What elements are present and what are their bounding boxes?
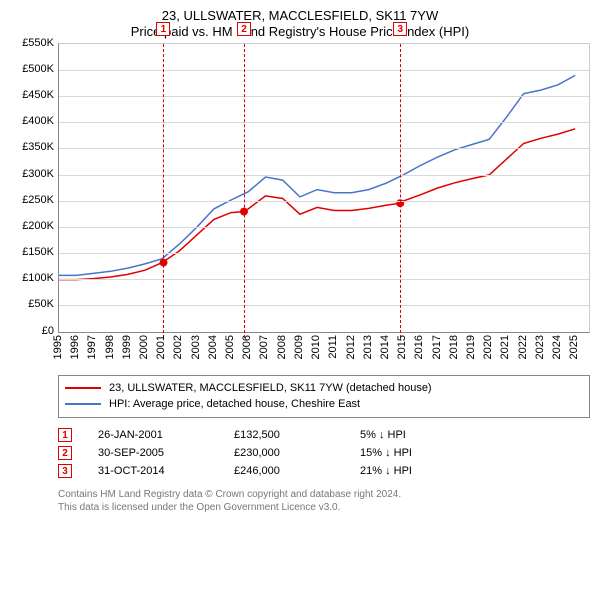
x-tick-label: 2022 [517, 335, 529, 359]
x-tick-label: 2007 [258, 335, 270, 359]
y-tick-label: £150K [22, 246, 54, 258]
x-tick-label: 1995 [52, 335, 64, 359]
series-line [59, 128, 575, 279]
gridline [59, 253, 589, 254]
x-tick-label: 2016 [413, 335, 425, 359]
x-tick-label: 1996 [69, 335, 81, 359]
event-delta: 21% ↓ HPI [360, 465, 480, 477]
legend-label: HPI: Average price, detached house, Ches… [109, 396, 360, 413]
y-tick-label: £50K [28, 298, 54, 310]
x-tick-label: 2001 [155, 335, 167, 359]
event-vline [163, 44, 164, 338]
event-marker: 1 [156, 22, 170, 36]
gridline [59, 122, 589, 123]
x-tick-label: 2006 [241, 335, 253, 359]
y-tick-label: £250K [22, 194, 54, 206]
x-tick-label: 2018 [448, 335, 460, 359]
gridline [59, 305, 589, 306]
y-tick-label: £500K [22, 63, 54, 75]
x-tick-label: 2009 [293, 335, 305, 359]
event-date: 26-JAN-2001 [98, 429, 208, 441]
event-index: 1 [58, 428, 72, 442]
footer-line1: Contains HM Land Registry data © Crown c… [58, 488, 590, 501]
x-tick-label: 2004 [207, 335, 219, 359]
y-axis: £0£50K£100K£150K£200K£250K£300K£350K£400… [10, 43, 58, 333]
footer: Contains HM Land Registry data © Crown c… [58, 488, 590, 514]
gridline [59, 201, 589, 202]
x-tick-label: 1998 [104, 335, 116, 359]
legend-swatch [65, 403, 101, 405]
event-delta: 15% ↓ HPI [360, 447, 480, 459]
legend-label: 23, ULLSWATER, MACCLESFIELD, SK11 7YW (d… [109, 380, 432, 397]
chart-area: £0£50K£100K£150K£200K£250K£300K£350K£400… [10, 43, 590, 373]
legend-row: 23, ULLSWATER, MACCLESFIELD, SK11 7YW (d… [65, 380, 583, 397]
event-date: 31-OCT-2014 [98, 465, 208, 477]
event-price: £132,500 [234, 429, 334, 441]
event-row: 1 26-JAN-2001 £132,500 5% ↓ HPI [58, 428, 590, 442]
x-tick-label: 1999 [121, 335, 133, 359]
y-tick-label: £100K [22, 272, 54, 284]
event-delta: 5% ↓ HPI [360, 429, 480, 441]
gridline [59, 227, 589, 228]
event-row: 3 31-OCT-2014 £246,000 21% ↓ HPI [58, 464, 590, 478]
x-tick-label: 2019 [465, 335, 477, 359]
y-tick-label: £300K [22, 168, 54, 180]
gridline [59, 148, 589, 149]
x-tick-label: 2003 [190, 335, 202, 359]
legend-swatch [65, 387, 101, 389]
legend-row: HPI: Average price, detached house, Ches… [65, 396, 583, 413]
x-tick-label: 2014 [379, 335, 391, 359]
event-index: 3 [58, 464, 72, 478]
x-tick-label: 2025 [568, 335, 580, 359]
y-tick-label: £400K [22, 115, 54, 127]
plot-region: 123 [58, 43, 590, 333]
x-tick-label: 2023 [534, 335, 546, 359]
x-tick-label: 2015 [396, 335, 408, 359]
x-tick-label: 2013 [362, 335, 374, 359]
event-index: 2 [58, 446, 72, 460]
x-tick-label: 2020 [482, 335, 494, 359]
x-tick-label: 1997 [86, 335, 98, 359]
x-tick-label: 2000 [138, 335, 150, 359]
x-tick-label: 2024 [551, 335, 563, 359]
x-tick-label: 2011 [327, 335, 339, 359]
legend: 23, ULLSWATER, MACCLESFIELD, SK11 7YW (d… [58, 375, 590, 418]
gridline [59, 96, 589, 97]
gridline [59, 70, 589, 71]
event-marker: 3 [393, 22, 407, 36]
footer-line2: This data is licensed under the Open Gov… [58, 501, 590, 514]
chart-title: 23, ULLSWATER, MACCLESFIELD, SK11 7YW [10, 8, 590, 24]
plot-svg [59, 44, 589, 332]
x-tick-label: 2008 [276, 335, 288, 359]
chart-subtitle: Price paid vs. HM Land Registry's House … [10, 24, 590, 39]
gridline [59, 175, 589, 176]
event-marker: 2 [237, 22, 251, 36]
gridline [59, 279, 589, 280]
y-tick-label: £450K [22, 89, 54, 101]
x-tick-label: 2002 [172, 335, 184, 359]
event-price: £246,000 [234, 465, 334, 477]
x-tick-label: 2017 [431, 335, 443, 359]
y-tick-label: £350K [22, 141, 54, 153]
event-price: £230,000 [234, 447, 334, 459]
x-tick-label: 2012 [345, 335, 357, 359]
event-row: 2 30-SEP-2005 £230,000 15% ↓ HPI [58, 446, 590, 460]
y-tick-label: £550K [22, 37, 54, 49]
event-vline [244, 44, 245, 338]
event-table: 1 26-JAN-2001 £132,500 5% ↓ HPI 2 30-SEP-2005… [58, 424, 590, 482]
y-tick-label: £200K [22, 220, 54, 232]
event-date: 30-SEP-2005 [98, 447, 208, 459]
x-axis: 1995199619971998199920002001200220032004… [58, 333, 590, 373]
x-tick-label: 2010 [310, 335, 322, 359]
event-vline [400, 44, 401, 338]
x-tick-label: 2021 [499, 335, 511, 359]
x-tick-label: 2005 [224, 335, 236, 359]
